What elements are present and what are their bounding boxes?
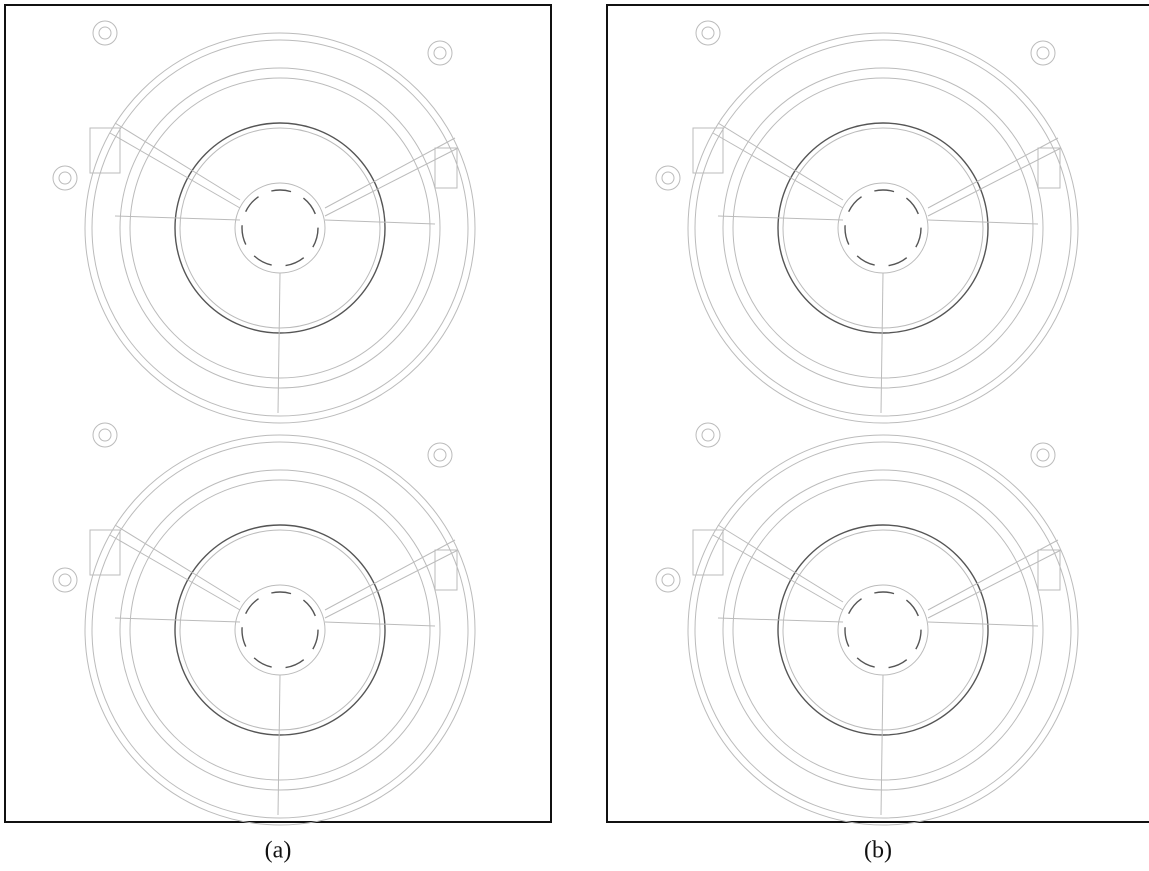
edge-image (53, 423, 475, 825)
panel-caption: (a) (265, 838, 292, 864)
edge-image (656, 423, 1078, 825)
panel-caption: (b) (864, 838, 892, 864)
figure-canvas: (a) (b) (0, 0, 1149, 871)
figure: (a) (b) (0, 0, 1149, 871)
panel-frame (607, 5, 1149, 822)
edge-image (656, 21, 1078, 423)
edge-image (53, 21, 475, 423)
